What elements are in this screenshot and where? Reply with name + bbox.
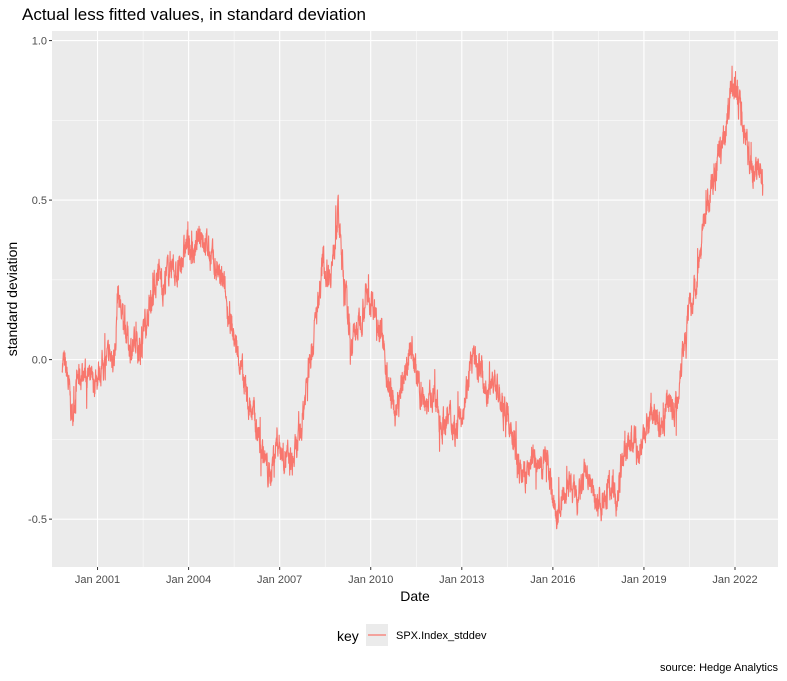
y-tick-label: 1.0 bbox=[32, 36, 47, 48]
y-axis: -0.5 0.0 0.5 1.0 bbox=[28, 36, 52, 526]
x-tick-label: Jan 2010 bbox=[348, 574, 393, 586]
x-tick-label: Jan 2022 bbox=[712, 574, 757, 586]
plot-panel bbox=[52, 31, 778, 567]
minor-gridlines bbox=[52, 31, 778, 567]
legend: key SPX.Index_stddev bbox=[337, 624, 487, 646]
legend-label: SPX.Index_stddev bbox=[396, 630, 487, 642]
y-axis-title: standard deviation bbox=[4, 242, 20, 356]
x-tick-label: Jan 2013 bbox=[439, 574, 484, 586]
x-axis-title: Date bbox=[400, 588, 430, 604]
x-tick-label: Jan 2004 bbox=[166, 574, 211, 586]
series-line-spx-index-stddev bbox=[61, 65, 764, 530]
caption: source: Hedge Analytics bbox=[660, 662, 779, 674]
y-tick-label: 0.5 bbox=[32, 195, 47, 207]
legend-title: key bbox=[337, 628, 359, 644]
y-tick-label: -0.5 bbox=[28, 514, 47, 526]
x-axis: Jan 2001 Jan 2004 Jan 2007 Jan 2010 Jan 2013… bbox=[75, 567, 758, 586]
y-tick-label: 0.0 bbox=[32, 355, 47, 367]
chart-title: Actual less fitted values, in standard d… bbox=[22, 5, 366, 24]
x-tick-label: Jan 2001 bbox=[75, 574, 120, 586]
x-tick-label: Jan 2007 bbox=[257, 574, 302, 586]
x-tick-label: Jan 2019 bbox=[621, 574, 666, 586]
x-tick-label: Jan 2016 bbox=[530, 574, 575, 586]
